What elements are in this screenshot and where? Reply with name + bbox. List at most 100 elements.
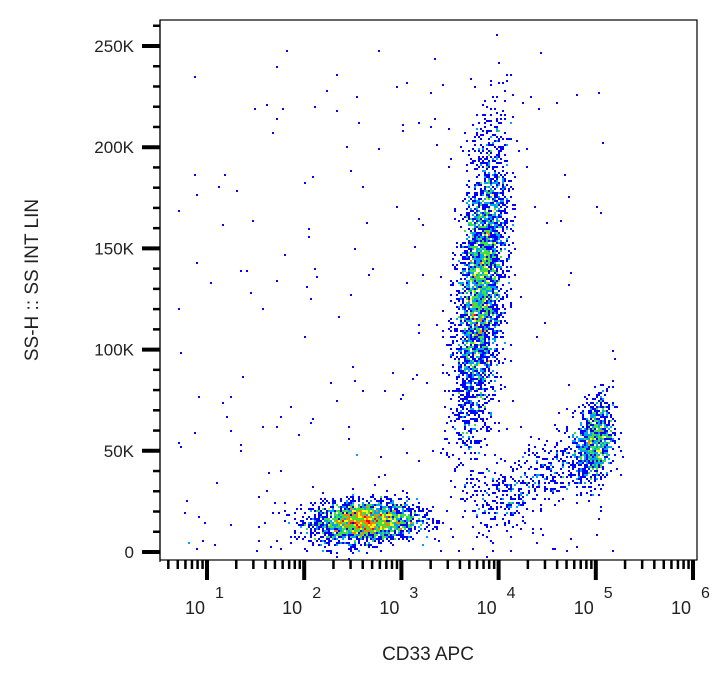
density-cell [352, 504, 354, 506]
density-cell [566, 428, 568, 430]
density-cell [462, 242, 464, 244]
density-cell [486, 196, 488, 198]
density-cell [324, 512, 326, 514]
density-cell [598, 450, 600, 452]
density-cell [282, 108, 284, 110]
density-cell [480, 292, 482, 294]
density-cell [384, 390, 386, 392]
density-cell [512, 498, 514, 500]
density-cell [502, 362, 504, 364]
density-cell [462, 342, 464, 344]
density-cell [498, 260, 500, 262]
density-cell [476, 222, 478, 224]
density-cell [486, 288, 488, 290]
density-cell [358, 512, 360, 514]
density-cell [566, 488, 568, 490]
density-cell [466, 256, 468, 258]
density-cell [402, 508, 404, 510]
density-cell [492, 204, 494, 206]
density-cell [474, 358, 476, 360]
density-cell [358, 538, 360, 540]
density-cell [470, 446, 472, 448]
density-cell [464, 352, 466, 354]
density-cell [482, 320, 484, 322]
density-cell [472, 304, 474, 306]
density-cell [480, 264, 482, 266]
density-cell [494, 302, 496, 304]
density-cell [394, 518, 396, 520]
density-cell [602, 422, 604, 424]
density-cell [330, 512, 332, 514]
density-cell [592, 444, 594, 446]
density-cell [586, 466, 588, 468]
density-cell [464, 350, 466, 352]
density-cell [202, 540, 204, 542]
density-cell [326, 532, 328, 534]
density-cell [456, 298, 458, 300]
density-cell [356, 532, 358, 534]
density-cell [354, 516, 356, 518]
density-cell [312, 544, 314, 546]
density-cell [512, 224, 514, 226]
density-cell [488, 198, 490, 200]
density-cell [460, 282, 462, 284]
density-cell [546, 476, 548, 478]
density-cell [346, 512, 348, 514]
x-tick-base: 10 [477, 598, 497, 618]
density-cell [470, 402, 472, 404]
density-cell [470, 292, 472, 294]
density-cell [482, 150, 484, 152]
density-cell [584, 452, 586, 454]
density-cell [462, 246, 464, 248]
density-cell [472, 258, 474, 260]
density-cell [570, 456, 572, 458]
density-cell [328, 508, 330, 510]
density-cell [588, 442, 590, 444]
density-cell [594, 412, 596, 414]
density-cell [566, 550, 568, 552]
density-cell [490, 310, 492, 312]
density-cell [480, 522, 482, 524]
density-cell [420, 520, 422, 522]
density-cell [336, 544, 338, 546]
density-cell [500, 274, 502, 276]
density-cell [476, 192, 478, 194]
density-cell [496, 230, 498, 232]
density-cell [482, 162, 484, 164]
density-cell [494, 360, 496, 362]
density-cell [344, 532, 346, 534]
density-cell [492, 306, 494, 308]
density-cell [608, 454, 610, 456]
density-cell [468, 240, 470, 242]
density-cell [596, 534, 598, 536]
density-cell [488, 174, 490, 176]
density-cell [512, 468, 514, 470]
density-cell [464, 442, 466, 444]
density-cell [508, 244, 510, 246]
density-cell [480, 280, 482, 282]
density-cell [480, 298, 482, 300]
density-cell [472, 214, 474, 216]
density-cell [594, 438, 596, 440]
density-cell [460, 412, 462, 414]
density-cell [408, 528, 410, 530]
density-cell [536, 468, 538, 470]
density-cell [598, 446, 600, 448]
density-cell [466, 298, 468, 300]
density-cell [454, 336, 456, 338]
density-cell [592, 414, 594, 416]
density-cell [394, 528, 396, 530]
density-cell [384, 524, 386, 526]
density-cell [490, 182, 492, 184]
density-cell [360, 508, 362, 510]
density-cell [462, 382, 464, 384]
density-cell [476, 332, 478, 334]
density-cell [474, 136, 476, 138]
density-cell [332, 538, 334, 540]
density-cell [536, 456, 538, 458]
density-cell [498, 258, 500, 260]
density-cell [458, 260, 460, 262]
density-cell [460, 498, 462, 500]
density-cell [586, 464, 588, 466]
density-cell [596, 436, 598, 438]
